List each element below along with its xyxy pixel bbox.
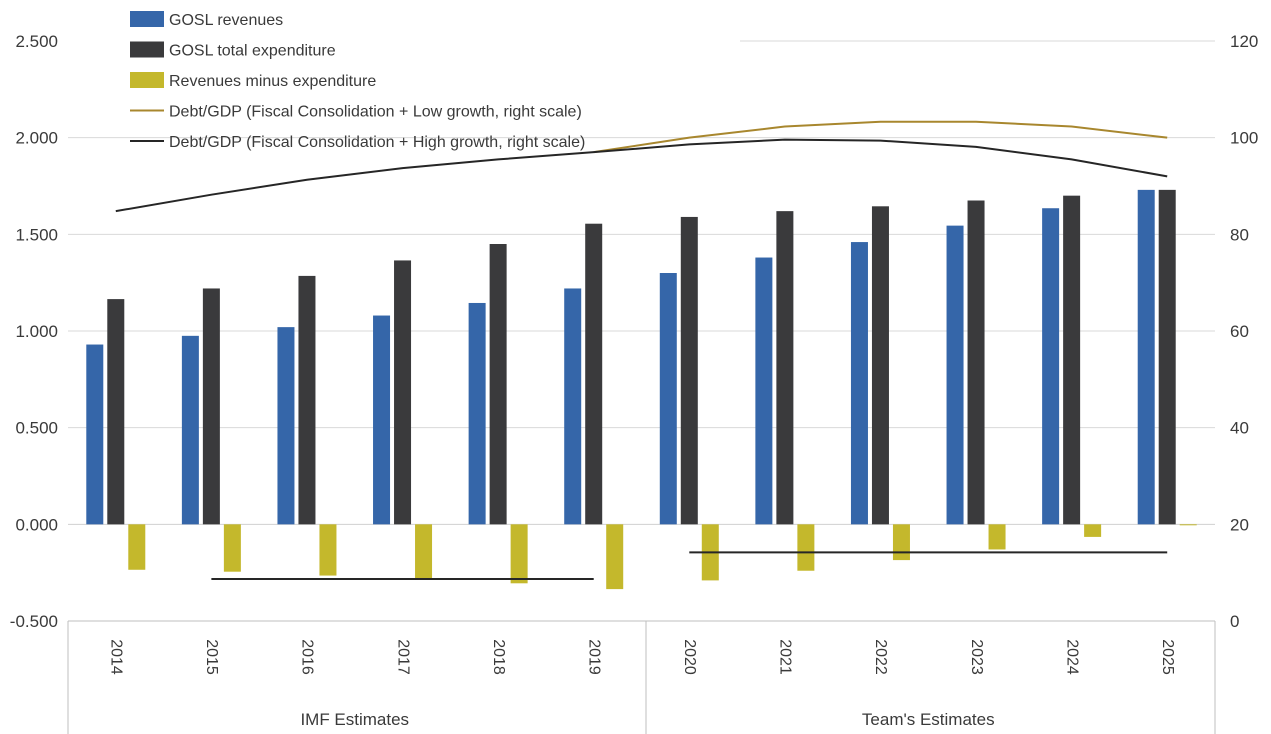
right-tick-label: 40: [1230, 419, 1249, 438]
right-tick-label: 120: [1230, 32, 1258, 51]
right-tick-label: 100: [1230, 129, 1258, 148]
series-line: [115, 138, 1168, 213]
group-label: IMF Estimates: [300, 710, 409, 729]
legend-label: Debt/GDP (Fiscal Consolidation + Low gro…: [169, 104, 582, 121]
bar: [107, 299, 125, 525]
legend-label: Revenues minus expenditure: [169, 73, 376, 90]
category-label: 2017: [394, 639, 411, 675]
series-line: [593, 120, 1168, 154]
bars: [86, 189, 1197, 590]
legend-swatch: [130, 11, 164, 27]
bar: [606, 524, 624, 590]
series-lines: [115, 120, 1168, 213]
right-tick-label: 20: [1230, 515, 1249, 534]
reference-lines: [211, 551, 1168, 581]
right-axis: 0 20 40 60 80 100 120: [1230, 32, 1258, 631]
bar: [755, 257, 773, 525]
category-label: 2018: [490, 639, 507, 675]
category-label: 2025: [1159, 639, 1176, 675]
left-tick-label: 0.000: [15, 515, 58, 534]
category-label: 2016: [299, 639, 316, 675]
bar: [223, 524, 241, 572]
bar: [415, 524, 433, 580]
category-label: 2015: [203, 639, 220, 675]
legend-label: Debt/GDP (Fiscal Consolidation + High gr…: [169, 134, 585, 151]
left-axis: -0.500 0.000 0.500 1.000 1.500 2.000 2.500: [10, 32, 58, 631]
right-tick-label: 60: [1230, 322, 1249, 341]
bar: [86, 344, 104, 525]
bar: [489, 244, 507, 525]
group-labels: IMF Estimates Team's Estimates: [300, 710, 994, 729]
bar: [298, 275, 316, 525]
year-labels: 2014 2015 2016 2017 2018 2019 2020 2021 2022 2023…: [108, 639, 1176, 675]
right-tick-label: 80: [1230, 225, 1249, 244]
bar: [946, 225, 964, 525]
bar: [967, 200, 985, 525]
category-label: 2021: [777, 639, 794, 675]
bar: [1137, 189, 1155, 525]
bar: [564, 288, 582, 525]
bar: [892, 524, 910, 561]
group-label: Team's Estimates: [862, 710, 995, 729]
left-tick-label: 2.500: [15, 32, 58, 51]
bar: [776, 211, 794, 525]
bar: [850, 242, 868, 525]
bar: [585, 223, 603, 525]
category-label: 2023: [968, 639, 985, 675]
left-tick-label: 2.000: [15, 129, 58, 148]
left-tick-label: 0.500: [15, 419, 58, 438]
gridlines: [68, 40, 1215, 525]
bar: [202, 288, 220, 525]
category-label: 2020: [681, 639, 698, 675]
right-tick-label: 0: [1230, 612, 1239, 631]
legend: GOSL revenues GOSL total expenditure Reven…: [130, 11, 585, 151]
bar: [319, 524, 337, 576]
bar: [1158, 189, 1176, 525]
bar: [797, 524, 815, 571]
category-label: 2014: [108, 639, 125, 675]
category-label: 2024: [1063, 639, 1080, 675]
bar: [1042, 208, 1060, 525]
category-label: 2022: [872, 639, 889, 675]
category-label: 2019: [585, 639, 602, 675]
legend-swatch: [130, 72, 164, 88]
bar: [510, 524, 528, 584]
bar: [1179, 524, 1197, 526]
bar: [181, 335, 199, 525]
bar: [659, 273, 677, 525]
bar: [373, 315, 391, 525]
legend-swatch: [130, 41, 164, 58]
bar: [871, 206, 889, 525]
bar: [680, 216, 698, 525]
legend-label: GOSL revenues: [169, 12, 283, 29]
bar: [277, 327, 295, 525]
bar: [394, 260, 412, 525]
left-tick-label: -0.500: [10, 612, 58, 631]
category-axis: [67, 620, 1216, 734]
bar: [988, 524, 1006, 550]
bar: [1084, 524, 1102, 537]
bar: [468, 302, 486, 525]
bar: [1063, 195, 1081, 525]
bar: [128, 524, 146, 570]
left-tick-label: 1.000: [15, 322, 58, 341]
legend-label: GOSL total expenditure: [169, 43, 336, 60]
left-tick-label: 1.500: [15, 225, 58, 244]
